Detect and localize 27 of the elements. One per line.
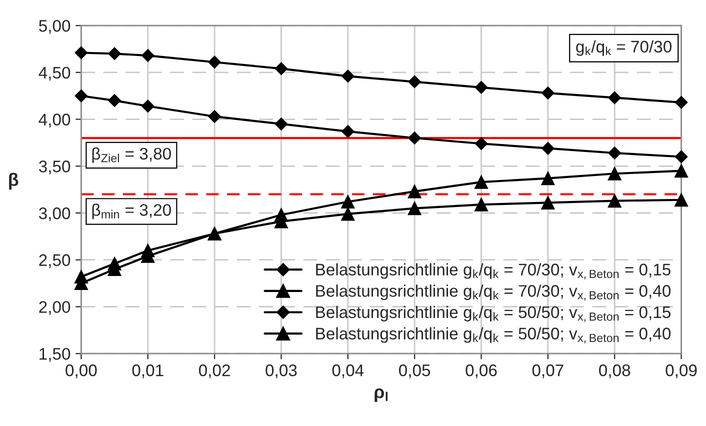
x-tick-label: 0,03	[266, 364, 297, 378]
x-tick-label: 0,06	[466, 364, 497, 378]
y-tick-label: 4,00	[38, 114, 70, 128]
x-tick-label: 0,01	[132, 364, 164, 378]
x-tick-label: 0,09	[666, 364, 697, 378]
y-tick-label: 2,50	[39, 254, 70, 268]
y-axis-title: β	[9, 172, 18, 190]
y-tick-label: 1,50	[40, 348, 70, 362]
ref-line-label: β$_{Ziel}$ = 3,80	[92, 147, 171, 163]
x-tick-label: 0,08	[599, 364, 630, 378]
x-tick-label: 0,04	[332, 364, 364, 378]
y-tick-label: 5,00	[39, 20, 70, 34]
x-tick-label: 0,00	[66, 364, 97, 378]
annotation: g$_{k}$/q$_{k}$ = 70/30	[576, 40, 672, 56]
ref-line-label: β$_{min}$ = 3,20	[92, 204, 171, 220]
y-tick-label: 2,00	[39, 301, 70, 315]
legend-label: Belastungsrichtlinie g$_{k}$/q$_{k}$ = 70/30; v$_{x,Beton}$ = 0,40	[316, 284, 671, 301]
x-tick-label: 0,07	[532, 364, 564, 378]
y-tick-label: 3,00	[38, 207, 70, 222]
y-tick-label: 4,50	[38, 66, 70, 81]
legend-label: Belastungsrichtlinie g$_{k}$/q$_{k}$ = 50/50; v$_{x,Beton}$ = 0,40	[316, 327, 671, 344]
x-tick-label: 0,05	[399, 364, 430, 378]
legend-label: Belastungsrichtlinie g$_{k}$/q$_{k}$ = 70/30; v$_{x,Beton}$ = 0,15	[316, 263, 670, 280]
x-tick-label: 0,02	[198, 364, 230, 378]
legend-label: Belastungsrichtlinie g$_{k}$/q$_{k}$ = 50/50; v$_{x,Beton}$ = 0,15	[316, 306, 670, 322]
y-tick-label: 3,50	[38, 160, 70, 174]
x-axis-title: ρ$_{l}$	[374, 388, 388, 402]
